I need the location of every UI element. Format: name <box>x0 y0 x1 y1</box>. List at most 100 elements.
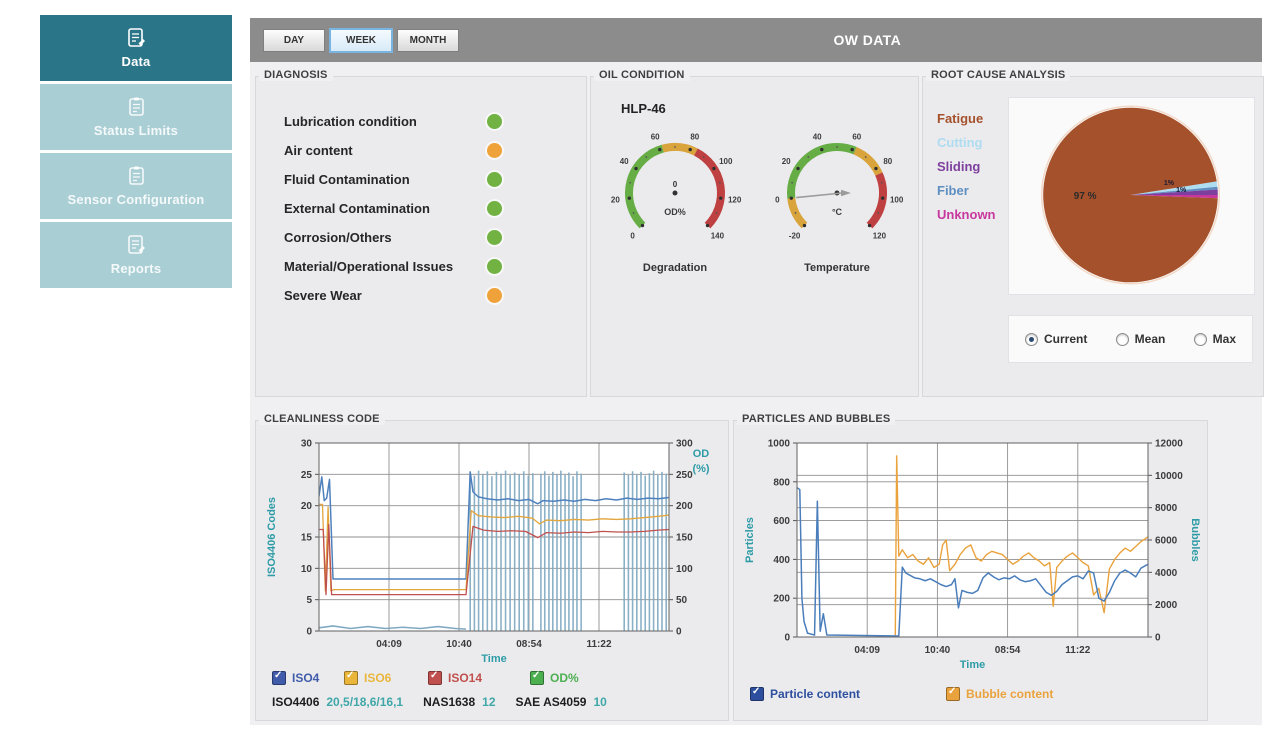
svg-text:-20: -20 <box>789 231 801 240</box>
legend-label: ISO14 <box>448 671 483 685</box>
value: 12 <box>482 695 496 709</box>
status-dot <box>487 288 502 303</box>
value-label: NAS1638 <box>423 695 476 709</box>
svg-text:Temperature: Temperature <box>804 262 870 274</box>
diagnosis-row: Corrosion/Others <box>284 223 502 252</box>
sidebar-item-status-limits[interactable]: Status Limits <box>40 84 232 150</box>
legend-item-sliding: Sliding <box>937 159 981 174</box>
radio-icon[interactable] <box>1193 332 1207 346</box>
svg-text:11:22: 11:22 <box>586 639 611 650</box>
sidebar-item-sensor-configuration[interactable]: Sensor Configuration <box>40 153 232 219</box>
svg-text:40: 40 <box>620 157 629 166</box>
legend-iso14[interactable]: ISO14 <box>428 670 530 685</box>
checkbox-icon[interactable] <box>946 686 960 701</box>
value: 20,5/18,6/16,1 <box>326 695 404 709</box>
svg-text:1000: 1000 <box>768 439 791 450</box>
svg-text:8000: 8000 <box>1155 503 1178 514</box>
sidebar-item-reports[interactable]: Reports <box>40 222 232 288</box>
degradation-gauge-svg: 0 20 40 60 80 100 120 140 0 OD% Degradation <box>611 132 742 274</box>
legend-particle-content[interactable]: Particle content <box>750 686 946 701</box>
diagnosis-label: External Contamination <box>284 201 430 216</box>
svg-text:200: 200 <box>676 501 693 512</box>
oil-condition-panel: OIL CONDITION HLP-46 0 20 40 60 80 100 120 140 0… <box>590 69 919 397</box>
checkbox-icon[interactable] <box>530 670 544 685</box>
legend-iso6[interactable]: ISO6 <box>344 670 428 685</box>
particles-panel: PARTICLES AND BUBBLES 0 200 400 600 800 1000 0… <box>733 413 1208 721</box>
checkbox-icon[interactable] <box>750 686 764 701</box>
cleanliness-panel: CLEANLINESS CODE 0 5 10 15 20 25 30 0 50 100 150 20… <box>255 413 729 721</box>
svg-text:50: 50 <box>676 595 688 606</box>
radio-current[interactable]: Current <box>1025 332 1087 346</box>
value-label: SAE AS4059 <box>515 695 587 709</box>
svg-text:25: 25 <box>301 470 313 481</box>
diagnosis-label: Severe Wear <box>284 288 362 303</box>
diagnosis-row: External Contamination <box>284 194 502 223</box>
radio-label: Current <box>1044 332 1088 346</box>
week-button[interactable]: WEEK <box>329 27 393 53</box>
status-dot <box>487 143 502 158</box>
diagnosis-row: Severe Wear <box>284 281 502 310</box>
month-button[interactable]: MONTH <box>397 28 459 52</box>
status-dot <box>487 172 502 187</box>
panel-title: DIAGNOSIS <box>259 69 333 81</box>
document-edit-icon <box>126 234 147 256</box>
diagnosis-row: Lubrication condition <box>284 107 502 136</box>
svg-text:Time: Time <box>960 659 985 671</box>
svg-text:4000: 4000 <box>1155 568 1178 579</box>
svg-text:04:09: 04:09 <box>376 639 402 650</box>
svg-text:0: 0 <box>306 627 312 638</box>
svg-text:Particles: Particles <box>744 517 756 563</box>
svg-text:100: 100 <box>676 564 693 575</box>
diagnosis-label: Fluid Contamination <box>284 172 410 187</box>
oil-type-label: HLP-46 <box>621 101 666 116</box>
svg-text:10:40: 10:40 <box>446 639 472 650</box>
legend-iso4[interactable]: ISO4 <box>272 670 344 685</box>
gauge-group: 0 20 40 60 80 100 120 140 0 OD% Degradation -20 0 20… <box>597 129 915 279</box>
legend-bubble-content[interactable]: Bubble content <box>946 686 1053 701</box>
checkbox-icon[interactable] <box>428 670 442 685</box>
radio-mean[interactable]: Mean <box>1115 332 1165 346</box>
svg-text:200: 200 <box>773 594 790 605</box>
legend-item-unknown: Unknown <box>937 207 996 222</box>
checkbox-icon[interactable] <box>344 670 358 685</box>
diagnosis-row: Material/Operational Issues <box>284 252 502 281</box>
svg-text:15: 15 <box>301 533 313 544</box>
legend-label: Particle content <box>770 687 861 701</box>
svg-text:120: 120 <box>873 231 887 240</box>
checkbox-icon[interactable] <box>272 670 286 685</box>
radio-icon[interactable] <box>1115 332 1129 346</box>
status-dot <box>487 230 502 245</box>
svg-text:(%): (%) <box>692 463 709 475</box>
svg-text:80: 80 <box>883 157 892 166</box>
panel-title: ROOT CAUSE ANALYSIS <box>926 69 1071 81</box>
temperature-gauge: -20 0 20 40 60 80 100 120 °C Temperature <box>759 129 915 279</box>
value: 10 <box>593 695 607 709</box>
svg-text:5: 5 <box>306 595 312 606</box>
radio-max[interactable]: Max <box>1193 332 1236 346</box>
degradation-gauge: 0 20 40 60 80 100 120 140 0 OD% Degradation <box>597 129 753 279</box>
pie-chart-box: 97 % 1% 1% <box>1008 97 1255 295</box>
panel-title: CLEANLINESS CODE <box>259 413 385 425</box>
root-cause-pie-svg: 97 % 1%1% <box>1040 105 1221 285</box>
svg-text:0: 0 <box>1155 633 1161 644</box>
legend-label: OD% <box>550 671 579 685</box>
legend-od[interactable]: OD% <box>530 670 579 685</box>
radio-label: Max <box>1212 332 1236 346</box>
svg-text:ISO4406 Codes: ISO4406 Codes <box>266 497 278 577</box>
radio-icon[interactable] <box>1025 332 1038 346</box>
sidebar-item-data[interactable]: Data <box>40 15 232 81</box>
temperature-gauge-svg: -20 0 20 40 60 80 100 120 °C Temperature <box>775 132 904 274</box>
diagnosis-panel: DIAGNOSIS Lubrication condition Air cont… <box>255 69 587 397</box>
root-cause-legend: Fatigue Cutting Sliding Fiber Unknown <box>937 111 996 222</box>
svg-text:60: 60 <box>651 132 660 141</box>
svg-text:1%: 1% <box>1176 187 1187 194</box>
svg-text:100: 100 <box>890 196 904 205</box>
svg-text:150: 150 <box>676 533 693 544</box>
value-label: ISO4406 <box>272 695 320 709</box>
status-dot <box>487 201 502 216</box>
diagnosis-label: Lubrication condition <box>284 114 417 129</box>
svg-text:300: 300 <box>676 439 693 450</box>
day-button[interactable]: DAY <box>263 28 325 52</box>
particles-bubbles-chart: 0 200 400 600 800 1000 0 2000 4000 6000 8000 10000 1… <box>739 433 1202 673</box>
